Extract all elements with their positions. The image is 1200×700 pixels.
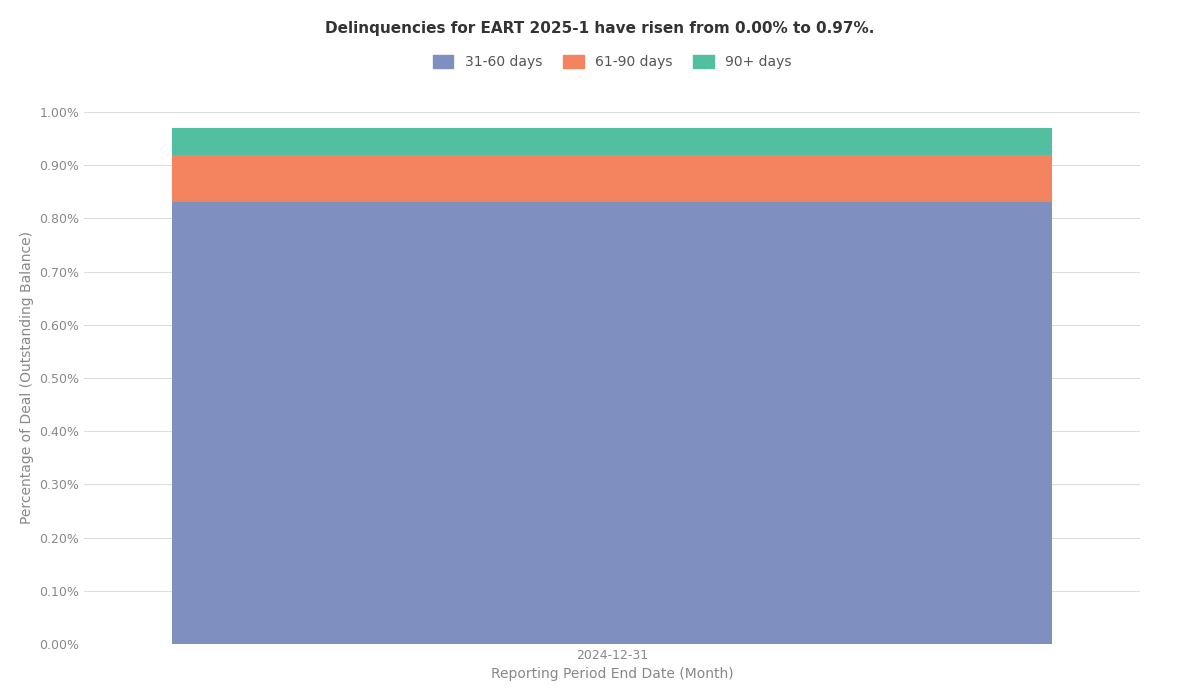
Bar bbox=[172, 128, 1052, 155]
X-axis label: Reporting Period End Date (Month): Reporting Period End Date (Month) bbox=[491, 667, 733, 681]
Y-axis label: Percentage of Deal (Outstanding Balance): Percentage of Deal (Outstanding Balance) bbox=[19, 232, 34, 524]
Text: Delinquencies for EART 2025-1 have risen from 0.00% to 0.97%.: Delinquencies for EART 2025-1 have risen… bbox=[325, 21, 875, 36]
Bar bbox=[172, 155, 1052, 202]
Legend: 31-60 days, 61-90 days, 90+ days: 31-60 days, 61-90 days, 90+ days bbox=[427, 50, 797, 75]
Bar bbox=[172, 202, 1052, 644]
